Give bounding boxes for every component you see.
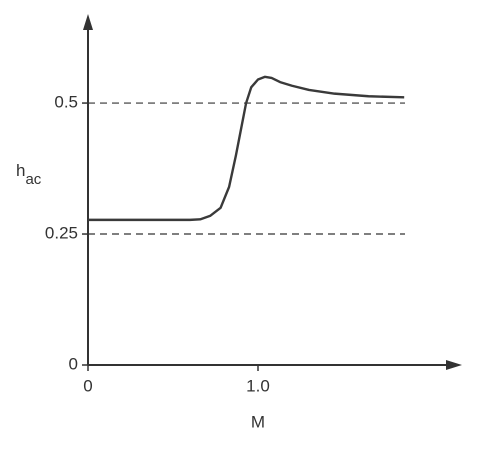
x-tick-label: 1.0: [246, 376, 270, 395]
y-tick-label: 0.25: [45, 224, 78, 243]
x-axis-arrow: [446, 360, 462, 370]
x-tick-label: 0: [83, 376, 92, 395]
y-tick-label: 0.5: [54, 93, 78, 112]
y-axis-label-main: h: [16, 161, 25, 180]
y-axis-arrow: [83, 14, 93, 30]
y-tick-label: 0: [69, 354, 78, 373]
y-axis-label: hac: [16, 161, 42, 187]
y-axis-label-sub: ac: [25, 171, 41, 188]
x-axis-label: M: [251, 412, 265, 431]
data-line: [88, 75, 405, 222]
